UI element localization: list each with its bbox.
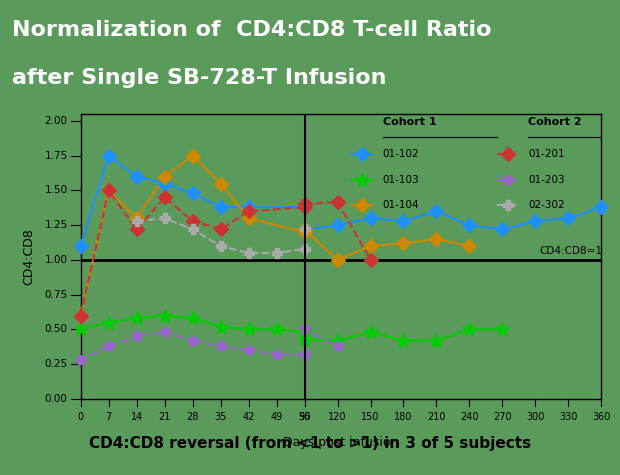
Text: Cohort 2: Cohort 2 <box>528 117 582 127</box>
Text: Days post infusion: Days post infusion <box>283 436 399 449</box>
Text: 270: 270 <box>493 412 512 422</box>
Text: 360: 360 <box>592 412 611 422</box>
Text: 7: 7 <box>105 412 112 422</box>
Text: 1.50: 1.50 <box>45 185 68 196</box>
Text: 21: 21 <box>158 412 170 422</box>
Text: 1.25: 1.25 <box>45 220 68 230</box>
Text: CD4:CD8=1: CD4:CD8=1 <box>539 246 602 256</box>
Text: 0.75: 0.75 <box>45 290 68 300</box>
Text: 0: 0 <box>78 412 84 422</box>
Text: 2.00: 2.00 <box>45 116 68 126</box>
Text: Cohort 1: Cohort 1 <box>383 117 436 127</box>
Text: 1.00: 1.00 <box>45 255 68 265</box>
Text: 01-103: 01-103 <box>383 174 419 185</box>
Text: 90: 90 <box>298 412 311 422</box>
Text: 35: 35 <box>215 412 227 422</box>
Text: 56: 56 <box>298 412 311 422</box>
Text: 210: 210 <box>427 412 446 422</box>
Text: 330: 330 <box>559 412 578 422</box>
Text: 49: 49 <box>270 412 283 422</box>
Text: 180: 180 <box>394 412 413 422</box>
Text: 01-102: 01-102 <box>383 149 419 159</box>
Text: 02-302: 02-302 <box>528 200 565 210</box>
Text: 150: 150 <box>361 412 380 422</box>
Text: 28: 28 <box>187 412 199 422</box>
Text: 14: 14 <box>130 412 143 422</box>
Text: 1.75: 1.75 <box>45 151 68 161</box>
Text: 01-104: 01-104 <box>383 200 419 210</box>
Text: 0.00: 0.00 <box>45 394 68 404</box>
Text: 240: 240 <box>460 412 479 422</box>
Text: 0.25: 0.25 <box>45 359 68 369</box>
Text: 01-203: 01-203 <box>528 174 565 185</box>
Text: 42: 42 <box>242 412 255 422</box>
Text: CD4:CD8: CD4:CD8 <box>22 228 35 285</box>
Text: 01-201: 01-201 <box>528 149 565 159</box>
Text: 0.50: 0.50 <box>45 324 68 334</box>
Text: CD4:CD8 reversal (from <1 to >1) in 3 of 5 subjects: CD4:CD8 reversal (from <1 to >1) in 3 of… <box>89 436 531 451</box>
Text: Normalization of  CD4:CD8 T-cell Ratio: Normalization of CD4:CD8 T-cell Ratio <box>12 20 492 40</box>
Text: 120: 120 <box>328 412 347 422</box>
Text: after Single SB-728-T Infusion: after Single SB-728-T Infusion <box>12 68 387 88</box>
Text: 300: 300 <box>526 412 544 422</box>
